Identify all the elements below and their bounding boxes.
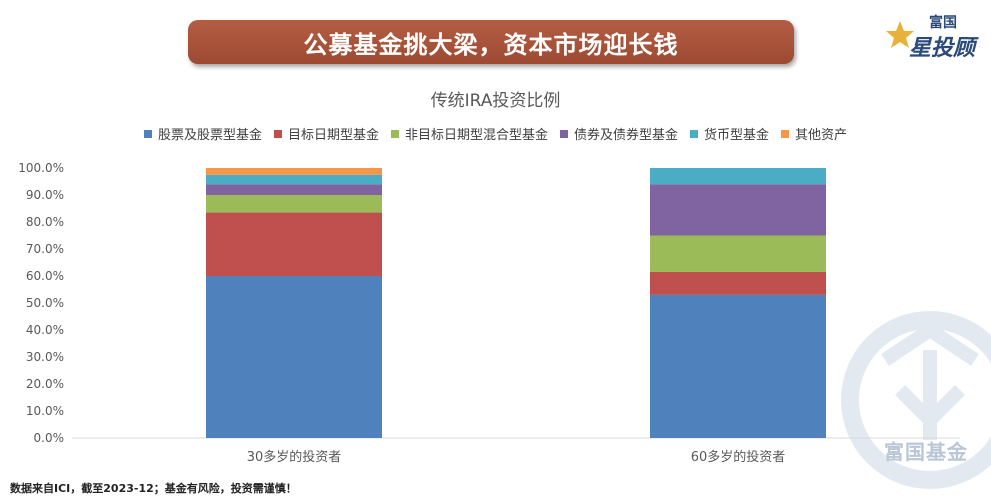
watermark-text: 富国基金 [884, 440, 968, 464]
x-category-label: 60多岁的投资者 [691, 449, 786, 465]
stacked-bar-chart: 0.0% 10.0% 20.0% 30.0% 40.0% 50.0% 60.0% 70.0% 8… [18, 161, 960, 465]
logo-line1: 富国 [929, 15, 957, 31]
legend-label: 其他资产 [795, 128, 848, 143]
y-tick-label: 10.0% [26, 404, 64, 418]
y-tick-label: 20.0% [26, 377, 64, 391]
legend-swatch [273, 129, 282, 138]
legend-label: 股票及股票型基金 [157, 128, 262, 143]
legend-label: 债券及债券型基金 [574, 128, 679, 143]
bar-segment [206, 184, 382, 195]
legend-label: 非目标日期型混合型基金 [404, 128, 548, 143]
y-tick-label: 30.0% [26, 350, 64, 364]
y-tick-label: 100.0% [18, 161, 64, 175]
bar-segment [206, 174, 382, 185]
legend-swatch [781, 129, 790, 138]
bar-segment [650, 168, 826, 185]
chart-legend: 股票及股票型基金 目标日期型基金 非目标日期型混合型基金 债券及债券型基金 货币型基金 其… [0, 124, 991, 143]
legend-item: 非目标日期型混合型基金 [390, 124, 548, 143]
source-footnote: 数据来自ICI，截至2023-12；基金有风险，投资需谨慎！ [10, 482, 297, 495]
y-tick-label: 0.0% [34, 431, 65, 445]
legend-label: 货币型基金 [704, 128, 770, 143]
legend-swatch [690, 129, 699, 138]
logo-line2: 星投顾 [909, 36, 976, 61]
bar-segment [206, 212, 382, 276]
chart-title: 传统IRA投资比例 [430, 91, 561, 111]
star-icon [886, 21, 914, 48]
y-tick-label: 90.0% [26, 188, 64, 202]
bar-segment [206, 195, 382, 213]
legend-item: 债券及债券型基金 [560, 124, 678, 143]
legend-item: 货币型基金 [690, 124, 769, 143]
bar-segment [206, 276, 382, 438]
y-tick-label: 50.0% [26, 296, 64, 310]
legend-item: 其他资产 [781, 124, 847, 143]
y-tick-label: 60.0% [26, 269, 64, 283]
bar-segment [650, 271, 826, 295]
banner-title: 公募基金挑大梁，资本市场迎长钱 [188, 20, 794, 64]
legend-item: 目标日期型基金 [273, 124, 379, 143]
y-tick-label: 40.0% [26, 323, 64, 337]
legend-swatch [390, 129, 399, 138]
bar-segment [650, 184, 826, 236]
x-category-label: 30多岁的投资者 [247, 449, 342, 465]
watermark-emblem-icon [841, 311, 991, 489]
legend-swatch [560, 129, 568, 138]
legend-item: 股票及股票型基金 [143, 124, 262, 143]
bar-segment [206, 168, 382, 175]
bar-segment [650, 235, 826, 272]
legend-swatch [143, 129, 152, 138]
brand-logo: 富国 星投顾 [885, 10, 985, 61]
bar-segment [650, 294, 826, 438]
y-tick-label: 80.0% [26, 215, 64, 229]
legend-label: 目标日期型基金 [287, 128, 379, 143]
y-tick-label: 70.0% [26, 242, 64, 256]
